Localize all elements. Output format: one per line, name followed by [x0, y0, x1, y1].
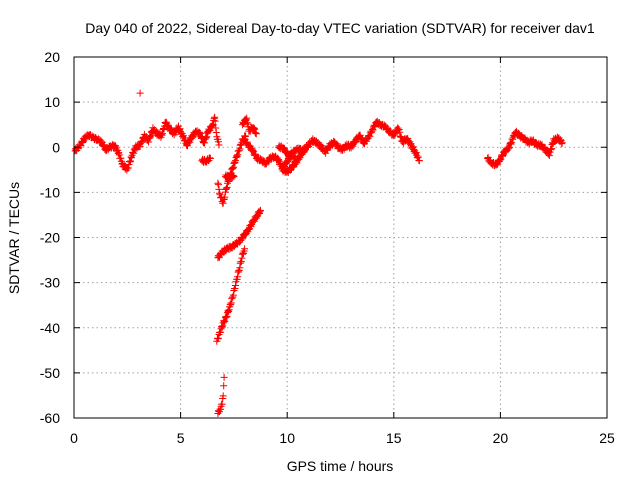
x-tick-label: 0 [70, 430, 78, 446]
x-tick-label: 15 [386, 430, 402, 446]
series-segment-2 [198, 154, 214, 166]
data-point-markers [484, 127, 566, 170]
y-tick-label: 20 [44, 49, 60, 65]
series-segment-8 [275, 142, 300, 163]
series-segment-10 [213, 245, 249, 345]
y-tick-label: -50 [40, 365, 60, 381]
x-tick-label: 10 [279, 430, 295, 446]
data-point-markers [214, 373, 228, 417]
series-segment-12 [484, 127, 566, 170]
data-point-markers [275, 142, 300, 163]
data-points-layer [71, 89, 566, 417]
data-point-markers [71, 113, 223, 174]
series-segment-4 [221, 171, 238, 182]
x-tick-label: 20 [493, 430, 509, 446]
x-tick-label: 25 [599, 430, 615, 446]
y-tick-label: -30 [40, 275, 60, 291]
series-segment-1 [136, 89, 144, 97]
y-tick-label: -60 [40, 410, 60, 426]
series-segment-9 [214, 206, 264, 262]
x-axis-label: GPS time / hours [287, 458, 394, 474]
data-point-markers [136, 89, 144, 97]
series-segment-11 [214, 373, 228, 417]
x-tick-label: 5 [177, 430, 185, 446]
data-point-markers [198, 154, 214, 166]
series-segment-0 [71, 113, 223, 174]
y-tick-label: 0 [52, 139, 60, 155]
data-point-markers [238, 114, 260, 138]
y-tick-label: -20 [40, 230, 60, 246]
y-tick-label: -10 [40, 184, 60, 200]
data-point-markers [214, 206, 264, 262]
series-segment-5 [238, 114, 260, 138]
chart-title: Day 040 of 2022, Sidereal Day-to-day VTE… [85, 20, 595, 36]
y-tick-label: -40 [40, 320, 60, 336]
data-point-markers [213, 245, 249, 345]
ticks-layer: 0 5 10 15 20 25 -60 -50 -40 -30 -20 -10 0 10 20 [40, 49, 615, 446]
y-axis-label: SDTVAR / TECUs [6, 182, 22, 294]
y-tick-label: 10 [44, 94, 60, 110]
data-point-markers [221, 171, 238, 182]
